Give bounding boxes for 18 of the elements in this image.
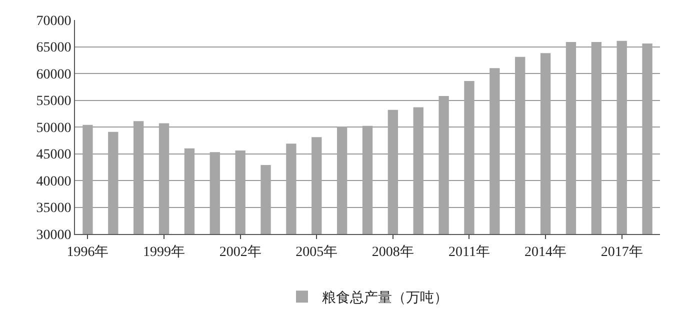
x-tick-label: 1996年	[66, 244, 109, 260]
x-tick-label: 2014年	[524, 244, 567, 260]
x-tick-label: 2011年	[448, 244, 490, 260]
x-tick-label: 2002年	[219, 244, 262, 260]
x-tick-label: 1999年	[143, 244, 186, 260]
y-tick-label: 60000	[36, 67, 72, 82]
x-tick-label: 2017年	[600, 244, 643, 260]
y-tick-label: 65000	[36, 40, 72, 56]
y-tick-label: 50000	[36, 120, 72, 136]
legend-label: 粮食总产量（万吨）	[322, 290, 448, 306]
y-tick-label: 55000	[36, 94, 72, 110]
y-tick-label: 70000	[36, 14, 72, 29]
y-tick-label: 35000	[36, 201, 72, 216]
y-tick-label: 30000	[36, 228, 72, 243]
x-tick-label: 2008年	[372, 244, 414, 260]
y-tick-label: 45000	[36, 148, 72, 163]
x-tick-label: 2005年	[296, 244, 338, 260]
y-tick-label: 40000	[36, 174, 72, 190]
